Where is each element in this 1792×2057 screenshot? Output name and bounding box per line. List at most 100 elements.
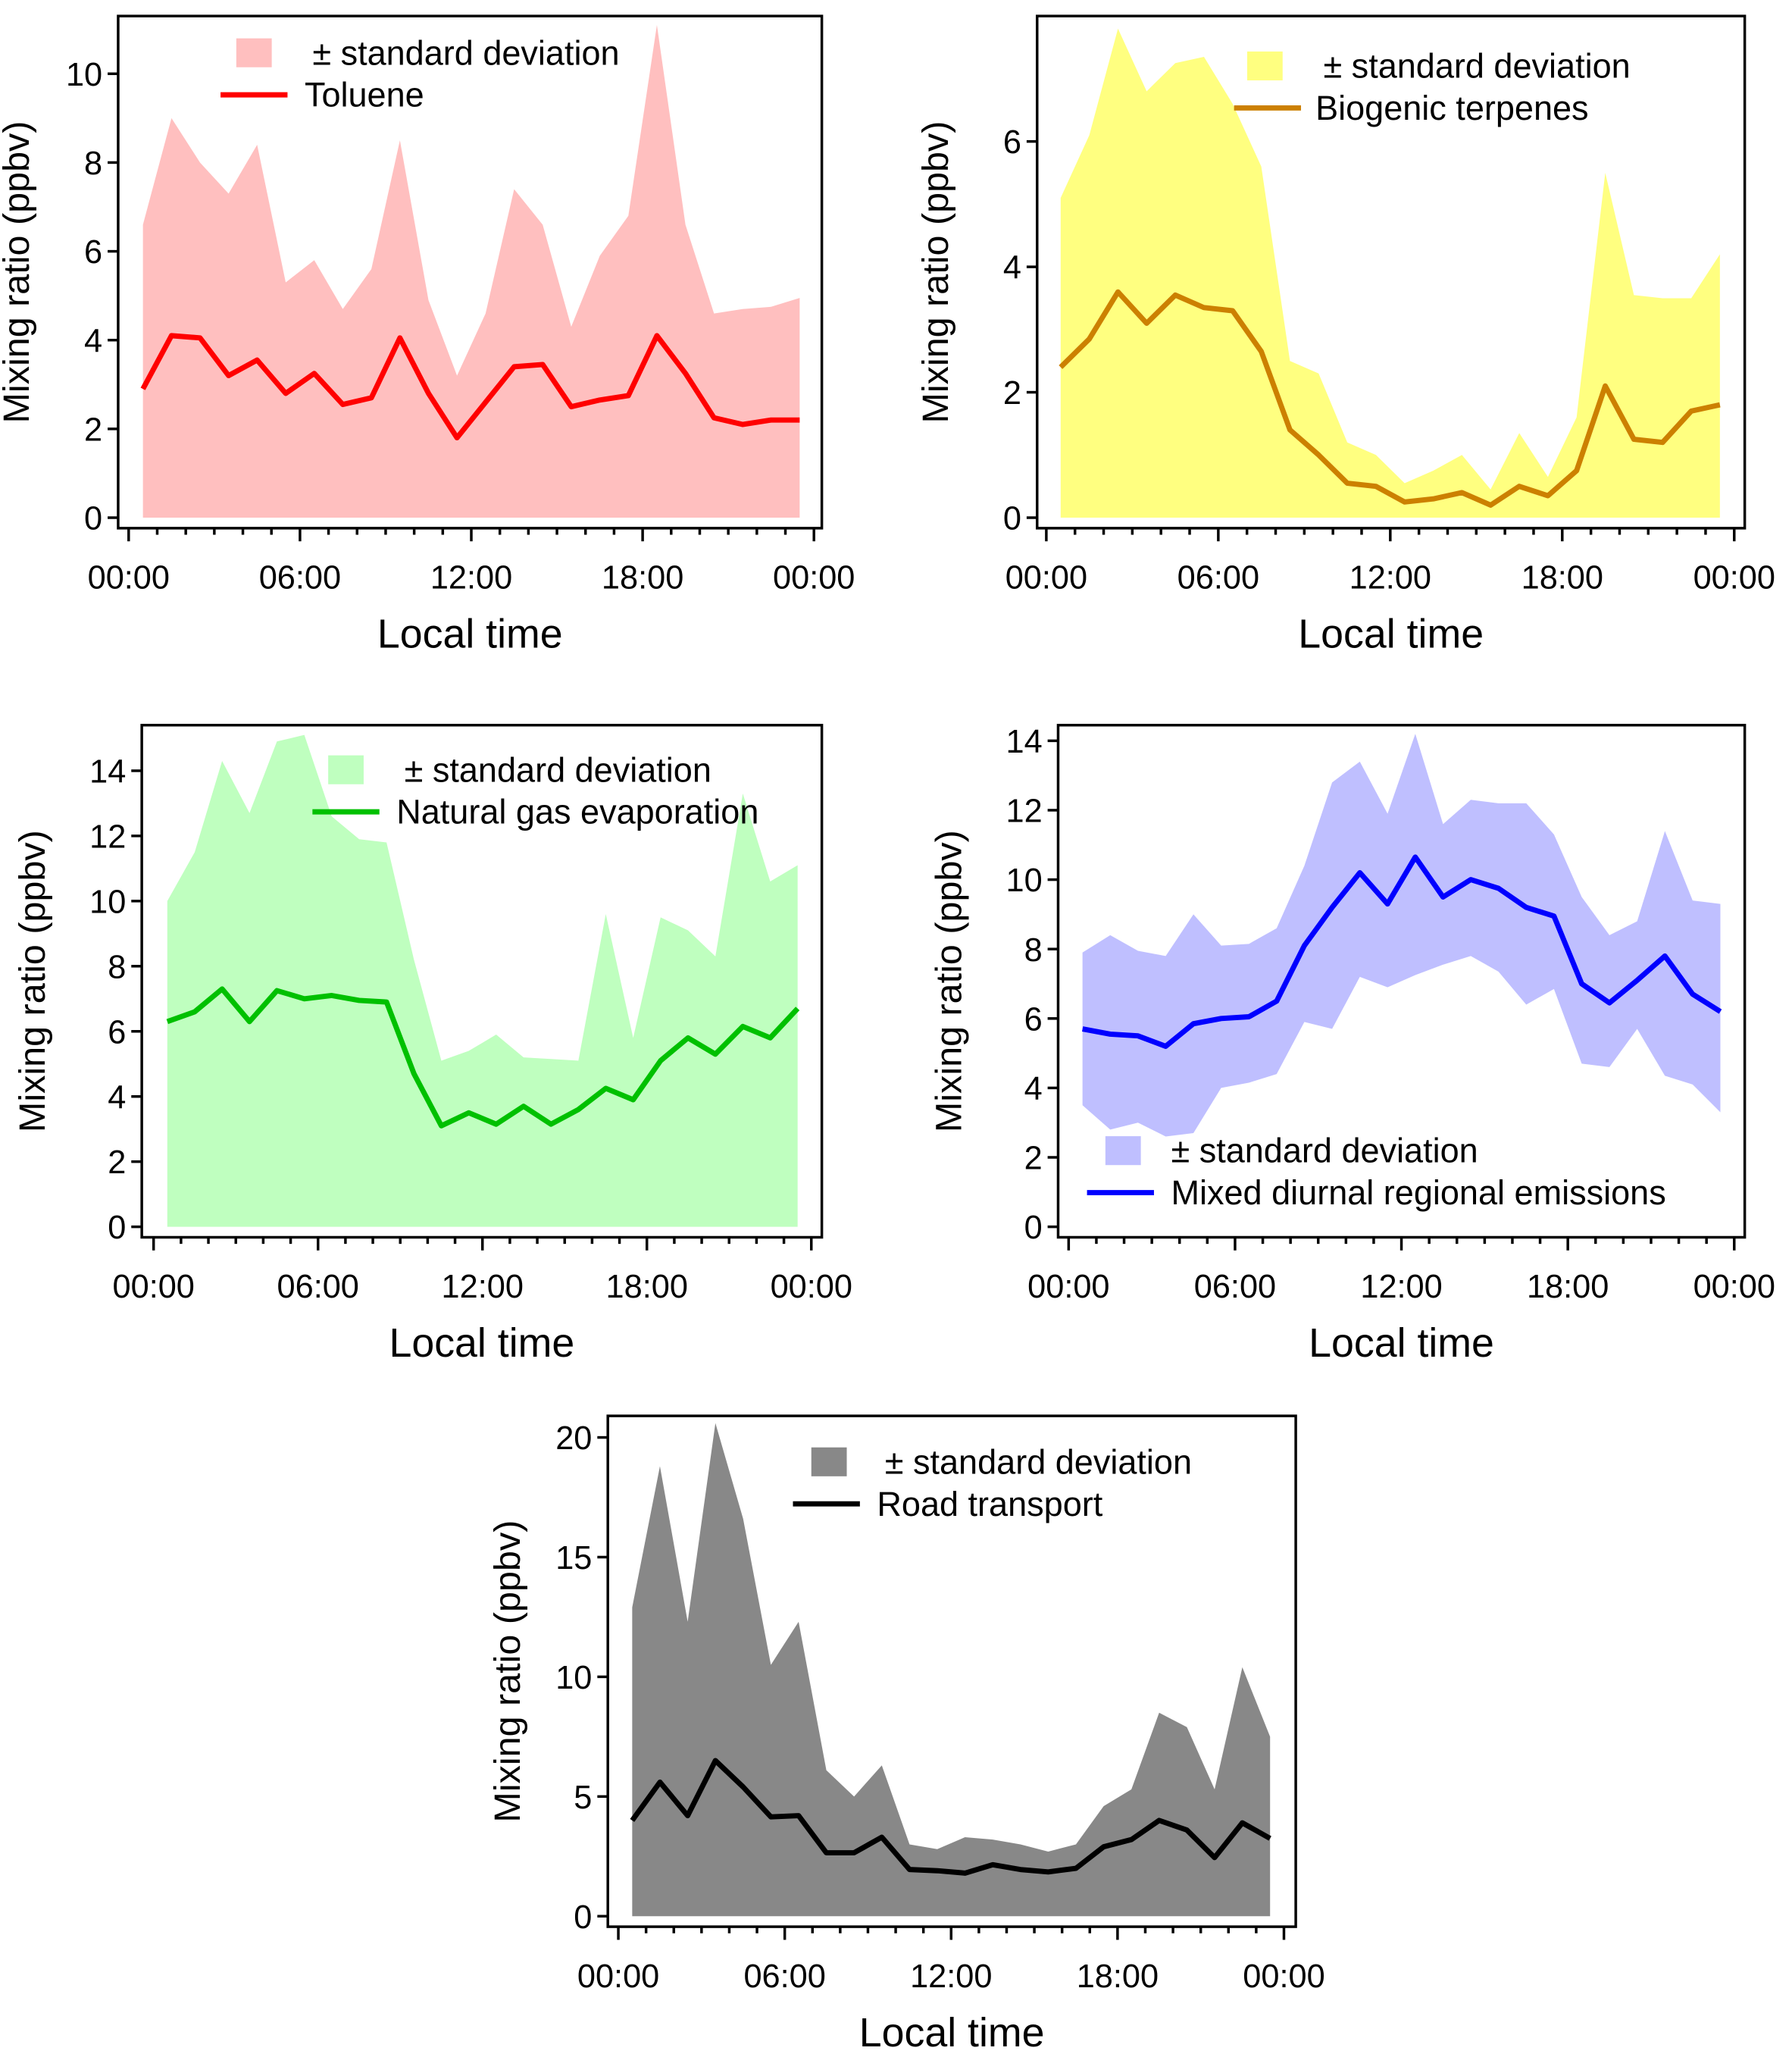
y-tick-label: 2	[1003, 375, 1021, 412]
x-tick-label: 00:00	[1693, 560, 1775, 596]
legend-band-label: ± standard deviation	[405, 750, 711, 789]
y-tick-label: 8	[108, 949, 126, 985]
y-tick-label: 15	[555, 1540, 592, 1576]
legend-band-swatch	[328, 755, 364, 784]
chart-panel-1: 0 2 4 6 8 10 00:00 06:00 12:00 18:00 00:00 Local ti…	[0, 14, 855, 657]
legend-band-label: ± standard deviation	[312, 33, 619, 72]
y-axis-label: Mixing ratio (ppbv)	[915, 121, 956, 424]
chart-panel-3: 0 2 4 6 8 10 12 14 00:00 06:00 12:00 18:00 00:00 Loca…	[12, 724, 852, 1366]
y-tick-label: 10	[1006, 863, 1043, 899]
x-axis-label: Local time	[1309, 1320, 1494, 1366]
x-tick-label: 06:00	[1194, 1269, 1276, 1305]
std-deviation-band	[167, 734, 798, 1227]
y-tick-label: 14	[1006, 724, 1043, 760]
std-deviation-band	[1082, 734, 1721, 1137]
x-tick-label: 06:00	[743, 1958, 825, 1995]
legend: ± standard deviation Road transport	[793, 1442, 1192, 1523]
std-deviation-band	[142, 24, 800, 518]
x-axis-label: Local time	[1298, 612, 1484, 657]
x-axis-label: Local time	[389, 1320, 574, 1366]
x-tick-label: 06:00	[277, 1269, 359, 1305]
y-axis-label: Mixing ratio (ppbv)	[0, 121, 37, 424]
mean-line	[1059, 289, 1721, 508]
y-tick-label: 4	[84, 323, 102, 359]
legend-band-swatch	[1246, 51, 1283, 81]
x-tick-label: 00:00	[773, 560, 855, 596]
y-tick-label: 10	[66, 57, 102, 93]
x-tick-label: 00:00	[771, 1269, 852, 1305]
y-tick-label: 0	[1003, 501, 1021, 537]
legend-line-label: Road transport	[877, 1485, 1102, 1523]
std-deviation-band	[632, 1423, 1271, 1917]
y-tick-label: 14	[89, 754, 126, 791]
x-tick-label: 18:00	[1077, 1958, 1159, 1995]
chart-panel-2: 0 2 4 6 00:00 06:00 12:00 18:00 00:00 Local time M…	[915, 14, 1775, 657]
x-tick-label: 12:00	[430, 560, 512, 596]
legend: ± standard deviation Natural gas evaporat…	[312, 750, 758, 831]
x-tick-label: 12:00	[1349, 560, 1431, 596]
y-tick-label: 20	[555, 1420, 592, 1457]
x-tick-label: 00:00	[1005, 560, 1087, 596]
x-tick-label: 18:00	[602, 560, 683, 596]
legend-band-swatch	[1105, 1136, 1141, 1166]
chart-panel-5: 0 5 10 15 20 00:00 06:00 12:00 18:00 00:00 Local t…	[487, 1414, 1325, 2055]
y-tick-label: 6	[108, 1014, 126, 1050]
y-axis-label: Mixing ratio (ppbv)	[487, 1520, 528, 1823]
mean-line	[166, 986, 800, 1129]
x-axis-label: Local time	[859, 2010, 1045, 2055]
y-tick-label: 4	[108, 1079, 126, 1116]
y-axis-label: Mixing ratio (ppbv)	[12, 830, 53, 1132]
y-tick-label: 4	[1024, 1071, 1043, 1107]
x-axis-label: Local time	[377, 612, 563, 657]
mean-line	[630, 1758, 1271, 1876]
x-tick-label: 06:00	[1177, 560, 1259, 596]
legend-line-label: Natural gas evaporation	[396, 793, 758, 831]
y-tick-label: 10	[555, 1660, 592, 1696]
y-tick-label: 2	[84, 412, 102, 448]
x-tick-label: 18:00	[606, 1269, 688, 1305]
legend-band-label: ± standard deviation	[1323, 47, 1630, 86]
y-tick-label: 5	[574, 1780, 592, 1816]
y-tick-label: 12	[1006, 794, 1043, 830]
x-tick-label: 12:00	[910, 1958, 992, 1995]
mean-line	[140, 333, 800, 441]
y-tick-label: 0	[1024, 1210, 1043, 1246]
std-deviation-band	[1060, 28, 1720, 518]
legend-band-swatch	[236, 38, 272, 67]
x-tick-label: 00:00	[1027, 1269, 1109, 1305]
y-tick-label: 8	[1024, 932, 1043, 969]
legend-band-swatch	[811, 1447, 847, 1476]
y-tick-label: 8	[84, 146, 102, 182]
x-tick-label: 00:00	[88, 560, 170, 596]
x-tick-label: 06:00	[259, 560, 341, 596]
legend-line-label: Biogenic terpenes	[1315, 89, 1589, 127]
legend-band-label: ± standard deviation	[885, 1442, 1192, 1481]
x-tick-label: 18:00	[1527, 1269, 1609, 1305]
x-tick-label: 00:00	[1243, 1958, 1324, 1995]
y-tick-label: 6	[84, 234, 102, 271]
y-tick-label: 0	[574, 1899, 592, 1936]
x-tick-label: 12:00	[442, 1269, 524, 1305]
x-tick-label: 12:00	[1360, 1269, 1442, 1305]
x-tick-label: 00:00	[577, 1958, 659, 1995]
legend-line-label: Toluene	[305, 76, 424, 114]
x-tick-label: 00:00	[1693, 1269, 1775, 1305]
y-tick-label: 6	[1003, 124, 1021, 161]
chart-panel-4: 0 2 4 6 8 10 12 14 00:00 06:00 12:00 18:00 00:00 Loca…	[928, 724, 1775, 1366]
legend-band-label: ± standard deviation	[1171, 1132, 1478, 1170]
x-tick-label: 00:00	[113, 1269, 195, 1305]
y-tick-label: 2	[108, 1144, 126, 1181]
x-tick-label: 18:00	[1521, 560, 1603, 596]
legend-line-label: Mixed diurnal regional emissions	[1171, 1173, 1665, 1212]
y-tick-label: 6	[1024, 1001, 1043, 1038]
legend: ± standard deviation Toluene	[220, 33, 620, 114]
y-tick-label: 10	[89, 884, 126, 920]
y-tick-label: 0	[108, 1210, 126, 1246]
y-tick-label: 12	[89, 819, 126, 855]
y-tick-label: 2	[1024, 1141, 1043, 1177]
y-tick-label: 4	[1003, 250, 1021, 286]
y-axis-label: Mixing ratio (ppbv)	[928, 830, 969, 1132]
